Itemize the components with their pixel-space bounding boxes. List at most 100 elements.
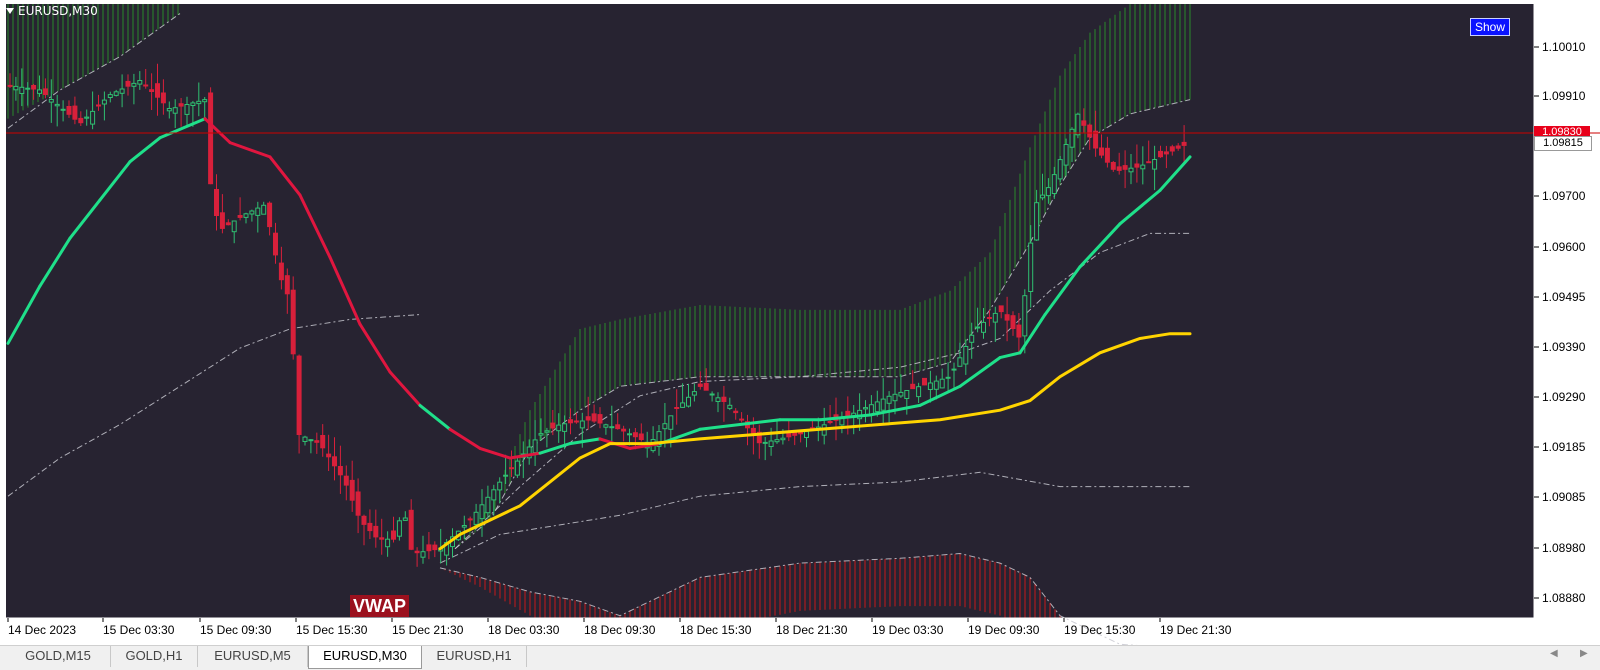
candle-body [922,377,927,386]
candle-body [42,88,48,96]
y-tick-label: 1.09600 [1542,240,1586,254]
y-tick-label: 1.09290 [1542,390,1586,404]
candle-body [149,89,155,92]
candle-body [1163,151,1169,155]
candle-body [355,491,361,516]
x-tick-label: 18 Dec 21:30 [776,623,848,637]
price-chart[interactable]: 1.10010 1.09910 1.09700 1.09600 1.09495 1.093… [0,0,1600,645]
candle-body [709,393,715,396]
candle-body [986,317,992,319]
candle-body [874,401,880,413]
candle-body [1081,120,1087,126]
candle-body [308,439,314,442]
x-tick-label: 15 Dec 09:30 [200,623,272,637]
candle-body [998,305,1004,313]
lower-band-inner-dashed-line [439,552,1138,645]
moving-average-segment [158,117,207,140]
candle-body [1175,145,1181,149]
moving-average-segment [868,403,922,417]
y-tick-label: 1.09185 [1542,440,1586,454]
candle-body [479,504,485,520]
candle-body [1087,124,1093,138]
candle-body [609,426,615,429]
candle-body [37,89,42,94]
moving-average-segment [6,284,42,345]
candle-body [332,456,337,467]
candle-body [733,410,739,414]
candle-body [739,418,745,421]
y-tick-label: 1.09910 [1542,89,1586,103]
candle-body [627,433,632,436]
candle-body [66,106,72,115]
moving-average-segment [388,370,422,407]
tab-gold-h1[interactable]: GOLD,H1 [111,646,198,667]
candle-body [1063,144,1069,166]
moving-average-segment [958,356,1002,388]
moving-average-segment [918,384,962,407]
candle-body [54,103,60,107]
tab-eurusd-m30[interactable]: EURUSD,M30 [308,646,422,669]
symbol-title[interactable]: EURUSD,M30 [6,4,98,18]
candle-body [662,423,668,430]
candle-body [119,88,125,94]
y-tick-label: 1.10010 [1542,40,1586,54]
candle-body [1075,113,1081,136]
vwap-badge: VWAP [350,595,410,617]
candle-body [225,222,231,226]
candle-body [497,481,503,491]
candle-body [1181,141,1187,146]
candle-body [290,289,296,355]
moving-average-segment [478,446,512,460]
candle-body [691,391,697,396]
candle-body [1022,295,1028,337]
moving-average-segment [998,351,1022,360]
candle-body [703,382,709,391]
candle-body [509,467,514,470]
candle-body [190,102,196,107]
candle-body [296,355,302,436]
candle-body [320,435,326,449]
candle-body [467,518,473,521]
tab-eurusd-h1[interactable]: EURUSD,H1 [422,646,527,667]
show-button[interactable]: Show [1470,18,1511,36]
candle-body [19,86,25,95]
candle-body [60,108,66,111]
candle-body [107,94,113,98]
candle-body [1169,146,1175,152]
candle-body [680,402,686,408]
x-tick-label: 19 Dec 09:30 [968,623,1040,637]
tab-gold-m15[interactable]: GOLD,M15 [6,646,111,667]
candle-body [160,92,166,104]
candle-body [550,422,556,429]
moving-average-segment [448,427,482,450]
candle-body [579,420,585,429]
chevron-right-icon[interactable]: ▶ [1580,648,1588,659]
moving-average-segment [358,322,392,374]
moving-average-segment [98,160,132,202]
candle-body [78,117,84,124]
candle-body [532,439,538,454]
candle-body [461,525,467,528]
candle-body [556,424,562,432]
candle-body [261,204,267,215]
candle-body [963,346,969,365]
candle-body [538,433,544,436]
moving-average-segment [568,437,602,446]
candle-body [273,232,278,256]
candle-body [656,431,662,447]
candle-body [367,522,373,532]
triangle-down-icon[interactable] [6,8,14,14]
tab-eurusd-m5[interactable]: EURUSD,M5 [198,646,308,667]
chart-window[interactable]: 1.10010 1.09910 1.09700 1.09600 1.09495 1.093… [0,0,1600,645]
vwap-upper-dashed-line [7,314,421,497]
candle-body [1010,315,1016,330]
chevron-left-icon[interactable]: ◀ [1550,648,1558,659]
candle-body [715,397,721,402]
y-tick-label: 1.09700 [1542,189,1586,203]
candle-body [544,430,550,433]
moving-average-segment [228,141,272,159]
candle-body [591,413,597,422]
y-axis: 1.10010 1.09910 1.09700 1.09600 1.09495 1.093… [1534,40,1586,605]
candle-body [827,421,833,424]
moving-average-segment [38,236,72,288]
